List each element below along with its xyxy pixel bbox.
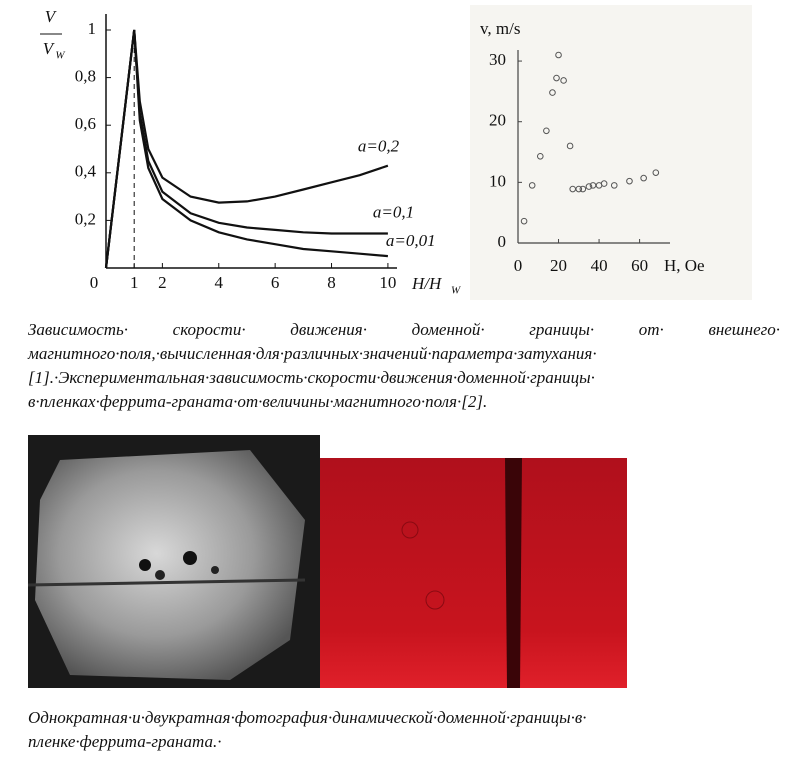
x-tick-label: 0 [514,256,523,275]
x-tick-label: 2 [158,273,167,292]
curve [104,29,388,269]
series-label: a=0,1 [373,202,414,221]
y-axis-label: V [45,7,58,26]
x-tick-label: 4 [215,273,224,292]
y-tick-label: 10 [489,171,506,190]
curve [104,29,389,269]
x-tick-label: 20 [550,256,567,275]
y-tick-label: 1 [88,19,97,38]
point [585,183,593,190]
caption: Зависимость· скорости· движения· доменно… [28,318,780,414]
photo-defect [155,570,165,580]
x-tick-label: 6 [271,273,280,292]
series-label: a=0,2 [358,137,400,156]
y-axis-label: W [55,50,65,62]
caption-line: [1].·Экспериментальная·зависимость·скоро… [28,368,595,387]
x-axis-label: W [451,285,461,297]
y-axis-label: V [43,39,56,58]
y-tick-label: 0,2 [75,209,96,228]
point [652,169,660,176]
photo-defect [139,559,151,571]
point [626,177,633,185]
photo-wall [27,578,306,587]
photo-wall [505,458,522,688]
photo-domain [35,450,305,680]
point [543,127,550,135]
point [600,180,608,187]
point [566,142,574,150]
point [528,182,536,189]
photo-defect [425,590,445,610]
caption-line: в·пленках·феррита-граната·от·величины·ма… [28,392,488,411]
x-tick-label: 10 [379,273,396,292]
photo-defect [183,551,197,565]
x-tick-label: 60 [631,256,648,275]
scan-background [470,5,752,300]
series-label: a=0,01 [386,231,436,250]
x-axis-label: H, Oe [664,256,705,275]
point [520,217,528,225]
y-tick-label: 0,8 [75,67,96,86]
caption-line: Зависимость· скорости· движения· доменно… [28,320,780,339]
point [536,152,544,160]
point [579,185,587,193]
x-tick-label: 0 [90,273,99,292]
y-tick-label: 30 [489,50,506,69]
caption-line: пленке·феррита-граната.· [28,732,222,751]
y-tick-label: 0,4 [75,162,97,181]
caption-line: Однократная·и·двукратная·фотография·дина… [28,708,587,727]
point [575,185,583,193]
y-axis-label: v, m/s [480,19,520,38]
caption-line: магнитного·поля,·вычисленная·для·различн… [28,344,597,363]
point [640,174,647,182]
x-tick-label: 40 [591,256,608,275]
caption: Однократная·и·двукратная·фотография·дина… [28,706,780,754]
x-tick-label: 1 [130,273,139,292]
point [610,182,618,189]
point [560,77,567,84]
point [555,51,562,59]
y-tick-label: 20 [489,111,506,130]
point [553,74,560,82]
y-tick-label: 0 [498,232,507,251]
photo-defect [211,566,219,574]
x-tick-label: 8 [327,273,336,292]
y-tick-label: 0,6 [75,114,96,133]
x-axis-label: H/H [411,274,443,293]
photo-defect [401,521,419,539]
point [549,89,556,96]
photo-double [320,458,627,688]
